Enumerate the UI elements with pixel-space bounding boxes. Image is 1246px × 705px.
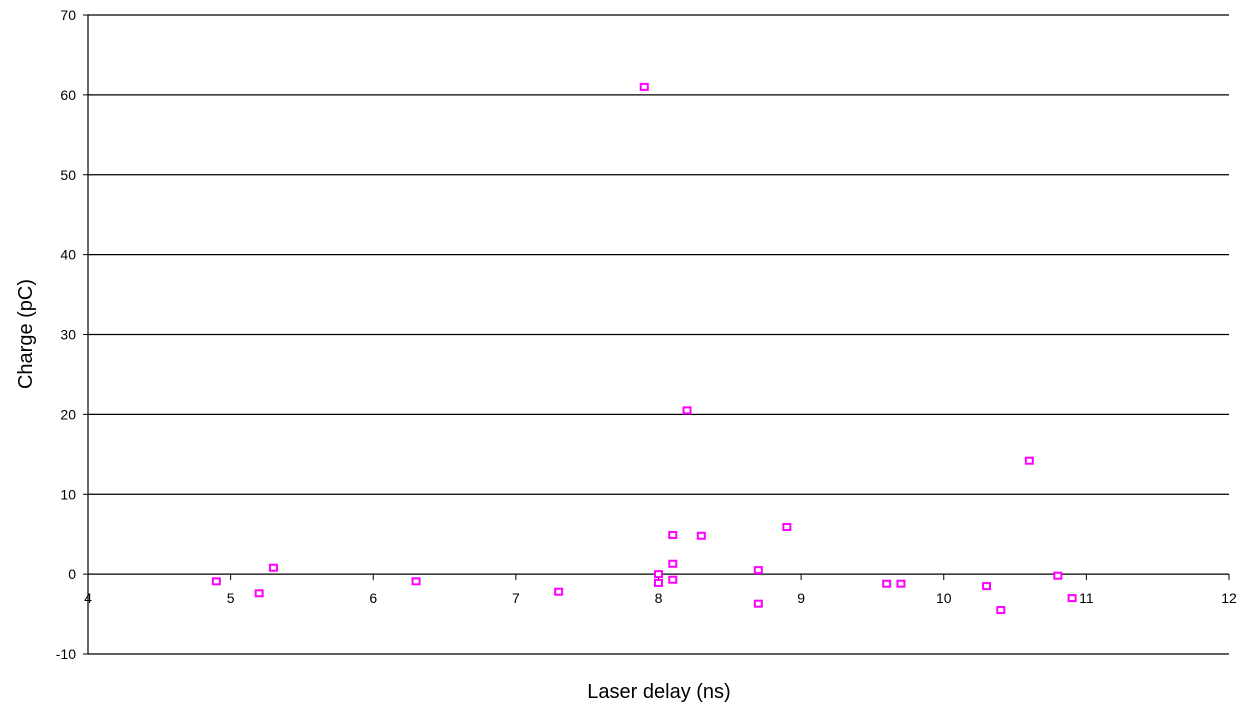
data-point xyxy=(411,577,421,586)
data-point xyxy=(668,575,678,584)
data-point xyxy=(554,587,564,596)
x-tick-label: 10 xyxy=(936,590,952,606)
x-tick-label: 11 xyxy=(1079,590,1094,606)
data-point xyxy=(268,563,278,572)
y-tick-label: 0 xyxy=(68,566,76,582)
data-point xyxy=(211,577,221,586)
data-point xyxy=(654,578,663,587)
data-point xyxy=(696,531,706,540)
data-point xyxy=(1053,571,1063,580)
y-tick-label: 30 xyxy=(60,327,76,343)
x-tick-label: 4 xyxy=(84,590,92,606)
x-tick-label: 12 xyxy=(1221,590,1237,606)
grid-lines xyxy=(88,14,1229,655)
data-point xyxy=(668,559,678,568)
data-point xyxy=(782,522,792,531)
y-tick-label: 70 xyxy=(60,7,76,23)
y-tick-label: -10 xyxy=(56,646,76,662)
x-tick-label: 6 xyxy=(369,590,377,606)
data-points xyxy=(211,82,1077,615)
x-tick-label: 5 xyxy=(227,590,235,606)
y-tick-label: 10 xyxy=(60,486,76,502)
y-tick-label: 20 xyxy=(60,406,76,422)
y-axis-title: Charge (pC) xyxy=(15,279,37,389)
tick-labels: -10 0 10 20 30 40 50 60 70 4 5 6 7 8 9 10 11 12 xyxy=(56,7,1237,662)
data-point xyxy=(1024,456,1034,465)
data-point xyxy=(882,579,892,588)
data-point xyxy=(753,566,763,575)
x-tick-label: 7 xyxy=(512,590,520,606)
data-point xyxy=(254,589,264,598)
y-tick-label: 50 xyxy=(60,167,76,183)
data-point xyxy=(668,530,678,539)
data-point xyxy=(982,582,992,591)
data-point xyxy=(1067,594,1077,603)
data-point xyxy=(896,579,906,588)
x-tick-label: 8 xyxy=(655,590,663,606)
data-point xyxy=(682,406,692,415)
data-point xyxy=(753,599,763,608)
y-tick-label: 40 xyxy=(60,247,76,263)
data-point xyxy=(654,570,663,579)
data-point xyxy=(996,606,1006,615)
y-tick-label: 60 xyxy=(60,87,76,103)
data-point xyxy=(639,82,649,91)
x-axis-title: Laser delay (ns) xyxy=(587,681,730,703)
x-tick-label: 9 xyxy=(797,590,805,606)
